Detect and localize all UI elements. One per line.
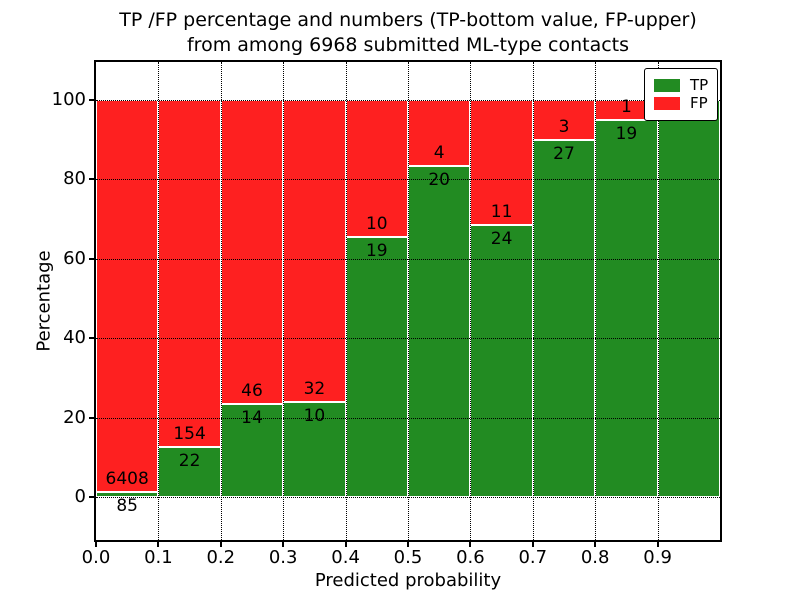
gridline-vertical bbox=[408, 62, 409, 540]
gridline-vertical bbox=[470, 62, 472, 540]
bar-segment-tp bbox=[96, 491, 159, 497]
tp-count-label: 27 bbox=[553, 143, 575, 164]
fp-count-label: 11 bbox=[490, 201, 513, 222]
y-tick-label: 100 bbox=[51, 89, 86, 110]
x-tick-mark bbox=[407, 542, 409, 547]
x-tick-mark bbox=[219, 542, 222, 547]
x-tick-mark bbox=[594, 542, 597, 547]
bar-segment-tp bbox=[408, 166, 471, 497]
legend-swatch-tp-icon bbox=[654, 79, 680, 92]
gridline-vertical bbox=[595, 62, 597, 540]
y-tick-mark bbox=[89, 337, 94, 340]
legend-entry-fp: FP bbox=[654, 96, 708, 111]
x-axis-label: Predicted probability bbox=[314, 570, 502, 591]
bar-segment-tp bbox=[345, 236, 408, 497]
y-tick-mark bbox=[89, 416, 94, 419]
bar-segment-tp bbox=[470, 224, 533, 497]
fp-count-label: 154 bbox=[173, 424, 206, 445]
y-tick-mark bbox=[89, 99, 94, 101]
fp-count-label: 6408 bbox=[105, 468, 149, 489]
bar-segment-tp bbox=[158, 447, 221, 497]
x-tick-mark bbox=[469, 542, 472, 547]
fp-count-label: 4 bbox=[433, 143, 445, 164]
x-tick-label: 0.7 bbox=[518, 547, 548, 568]
gridline-vertical bbox=[220, 62, 222, 540]
bar-segment-fp bbox=[220, 100, 284, 405]
y-tick-mark bbox=[89, 496, 94, 498]
bar-segment-tp bbox=[657, 100, 720, 497]
x-tick-label: 0.4 bbox=[331, 547, 360, 568]
tp-count-label: 85 bbox=[116, 495, 139, 516]
y-tick-label: 0 bbox=[74, 486, 86, 507]
legend: TP FP bbox=[644, 68, 719, 121]
legend-label-fp: FP bbox=[690, 94, 708, 112]
x-tick-label: 0.9 bbox=[643, 547, 672, 568]
tp-count-label: 19 bbox=[365, 240, 388, 261]
gridline-vertical bbox=[657, 62, 659, 540]
fp-count-label: 10 bbox=[365, 213, 388, 234]
gridline-vertical bbox=[532, 62, 534, 540]
tp-count-label: 20 bbox=[428, 170, 451, 191]
y-tick-mark bbox=[89, 257, 94, 260]
y-tick-label: 80 bbox=[63, 168, 86, 190]
chart-title: TP /FP percentage and numbers (TP-bottom… bbox=[96, 8, 720, 58]
fp-count-label: 1 bbox=[620, 96, 632, 117]
tp-count-label: 19 bbox=[615, 123, 638, 144]
y-tick-mark bbox=[89, 178, 94, 181]
legend-label-tp: TP bbox=[690, 76, 709, 94]
gridline-vertical bbox=[345, 62, 347, 540]
bar-segment-tp bbox=[532, 139, 596, 497]
x-tick-label: 0.2 bbox=[206, 547, 236, 568]
x-tick-label: 0.5 bbox=[393, 547, 423, 568]
x-tick-label: 0.1 bbox=[144, 547, 173, 568]
bar-segment-fp bbox=[158, 100, 221, 448]
gridline-vertical bbox=[158, 62, 160, 540]
x-tick-mark bbox=[531, 542, 534, 547]
x-tick-mark bbox=[282, 542, 285, 547]
gridline-vertical bbox=[283, 62, 285, 540]
bar-segment-fp bbox=[345, 100, 408, 237]
bar-segment-tp bbox=[595, 119, 658, 497]
tp-count-label: 10 bbox=[303, 406, 326, 427]
y-tick-label: 60 bbox=[63, 247, 86, 269]
plot-area: 64088515422461432101019420112432711959 bbox=[94, 60, 722, 542]
tp-count-label: 22 bbox=[178, 451, 201, 472]
x-tick-label: 0.6 bbox=[456, 547, 485, 568]
x-tick-label: 0.3 bbox=[268, 547, 298, 568]
x-tick-mark bbox=[95, 542, 97, 547]
fp-count-label: 46 bbox=[241, 381, 263, 402]
y-tick-label: 40 bbox=[63, 327, 86, 349]
bar-segment-fp bbox=[470, 100, 533, 225]
bar-segment-fp bbox=[96, 100, 159, 492]
chart-title-line1: TP /FP percentage and numbers (TP-bottom… bbox=[119, 9, 697, 31]
x-tick-mark bbox=[157, 542, 160, 547]
bar-segment-fp bbox=[283, 100, 346, 403]
x-tick-label: 0.8 bbox=[580, 547, 610, 568]
tp-count-label: 14 bbox=[241, 408, 263, 429]
fp-count-label: 32 bbox=[303, 379, 326, 400]
x-tick-mark bbox=[656, 542, 659, 547]
x-tick-mark bbox=[344, 542, 347, 547]
x-tick-label: 0.0 bbox=[81, 547, 111, 568]
bar-segment-fp bbox=[532, 100, 596, 140]
fp-count-label: 3 bbox=[558, 116, 570, 137]
legend-entry-tp: TP bbox=[654, 78, 708, 93]
chart-title-line2: from among 6968 submitted ML-type contac… bbox=[186, 34, 630, 56]
y-tick-label: 20 bbox=[63, 406, 86, 428]
tp-count-label: 24 bbox=[490, 228, 513, 249]
legend-swatch-fp-icon bbox=[654, 97, 680, 110]
